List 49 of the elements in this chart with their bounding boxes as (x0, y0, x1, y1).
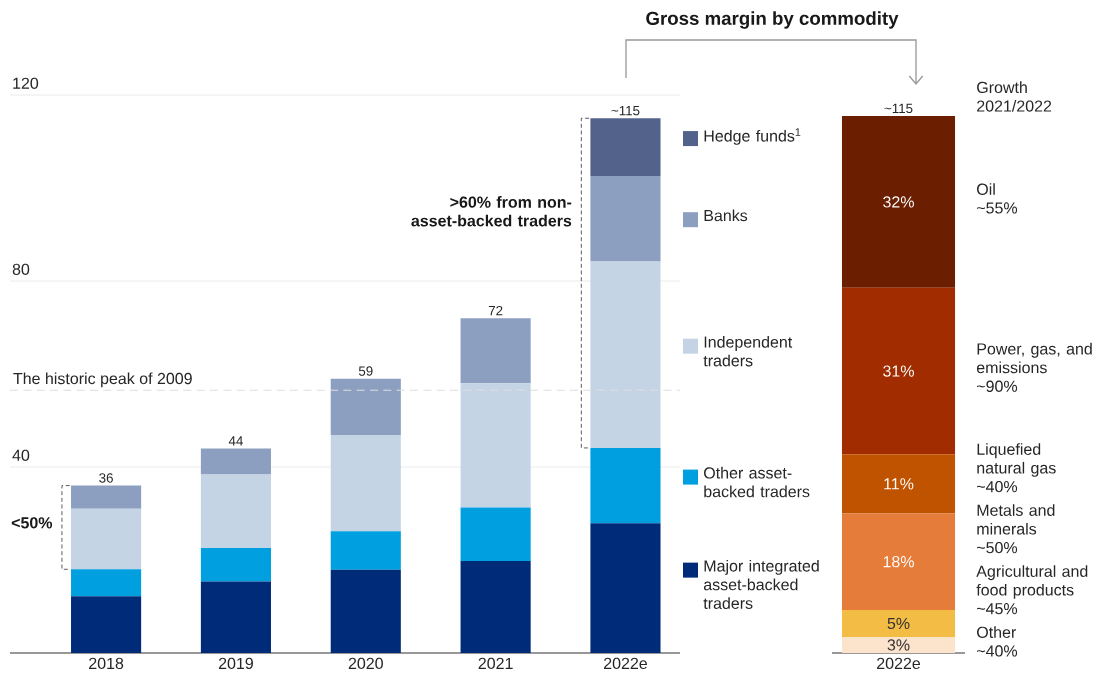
total-label: 72 (488, 305, 503, 316)
series-label: Liquefied natural gas (977, 443, 1056, 477)
text: ~40% (976, 645, 1018, 657)
series-label: Metals and minerals (977, 504, 1055, 535)
total-label: 36 (99, 473, 113, 483)
bar (841, 636, 956, 653)
legend-label: Major integrated asset-backed traders (703, 559, 819, 609)
ref-line-label: The historic peak of 2009 (13, 372, 192, 388)
data-label: 11% (884, 478, 914, 490)
chart-title: Gross margin by commodity (646, 11, 899, 29)
legend-label: Other asset-backed traders (704, 466, 810, 498)
annotation: <50% (11, 517, 53, 529)
series-label: Other (977, 626, 1017, 638)
data-label: 31% (883, 365, 914, 377)
legend-label: Independent traders (703, 335, 793, 367)
data-label: 3% (887, 639, 910, 651)
bar (841, 513, 956, 611)
data-label: 5% (887, 617, 910, 630)
total-label: ~115 (611, 106, 640, 116)
annotation: ~115 (884, 103, 913, 114)
series-label: Oil (977, 183, 995, 195)
x-tick-label: 2020 (348, 657, 383, 670)
data-label: 32% (883, 196, 914, 208)
bar (841, 610, 956, 637)
text: ~50% (976, 541, 1018, 554)
x-tick-label: 2022e (604, 657, 647, 670)
total-label: 44 (228, 436, 243, 446)
x-tick-label: 2019 (218, 657, 253, 670)
x-tick-label: 2018 (89, 657, 124, 670)
text: ~55% (976, 202, 1018, 214)
text: ~45% (976, 603, 1018, 615)
bar (841, 287, 956, 455)
bar (841, 454, 956, 514)
y-tick-label: 80 (12, 263, 30, 275)
x-tick-label: 2022e (877, 657, 921, 670)
y-tick-label: 40 (12, 449, 30, 461)
legend-label: Hedge funds$^{1}$ (704, 128, 801, 145)
x-tick-label: 2021 (478, 657, 513, 670)
bar (841, 116, 956, 288)
series-label: Power, gas, and emissions (976, 342, 1092, 374)
series-label: Agricultural and food products (976, 565, 1088, 599)
legend-title: Growth 2021/2022 (977, 81, 1052, 112)
text: ~90% (976, 380, 1018, 392)
data-label: 18% (883, 556, 914, 568)
text: ~40% (976, 480, 1018, 493)
y-tick-label: 120 (13, 77, 39, 89)
legend-label: Banks (704, 209, 748, 222)
annotation: >60% from non-asset-backed traders (411, 196, 572, 227)
total-label: 59 (358, 366, 373, 376)
